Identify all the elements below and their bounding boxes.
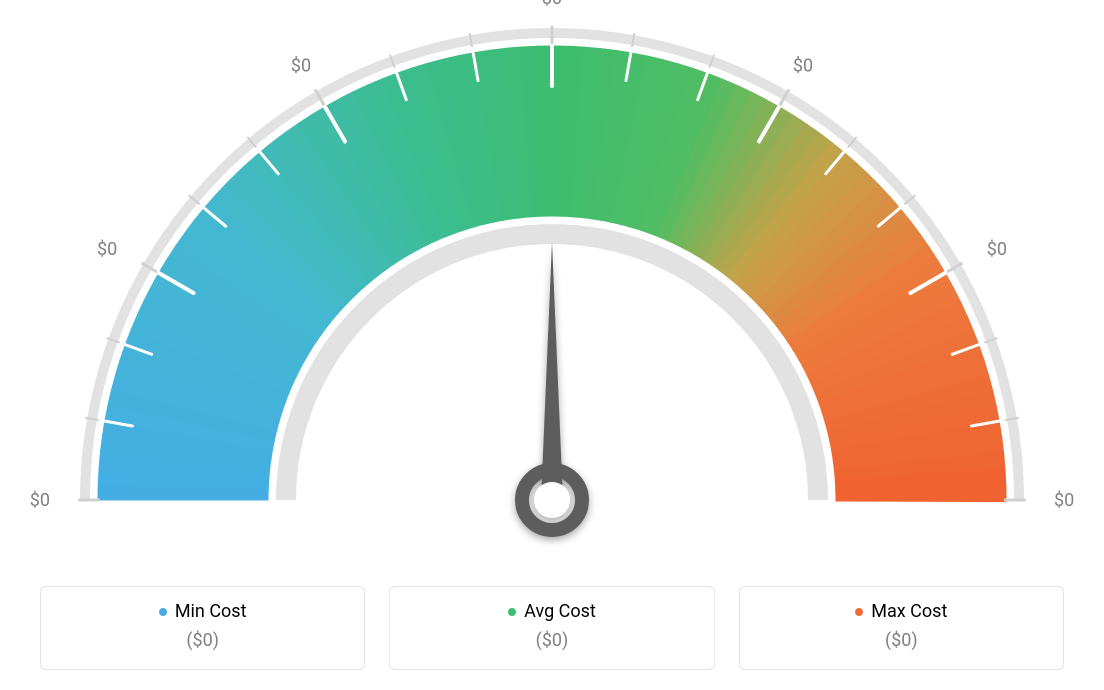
- svg-text:$0: $0: [542, 0, 562, 9]
- gauge-svg: $0 $0 $0 $0 $0 $0 $0: [0, 0, 1104, 560]
- legend-title-avg: Avg Cost: [508, 601, 596, 622]
- legend-title-min: Min Cost: [159, 601, 247, 622]
- legend-row: Min Cost ($0) Avg Cost ($0) Max Cost ($0…: [40, 586, 1064, 671]
- legend-label-min: Min Cost: [175, 601, 247, 622]
- legend-dot-max: [855, 608, 863, 616]
- svg-text:$0: $0: [30, 490, 50, 511]
- legend-dot-avg: [508, 608, 516, 616]
- legend-title-max: Max Cost: [855, 601, 947, 622]
- legend-label-avg: Avg Cost: [524, 601, 596, 622]
- legend-card-avg: Avg Cost ($0): [389, 586, 714, 671]
- legend-label-max: Max Cost: [871, 601, 947, 622]
- legend-value-avg: ($0): [400, 630, 703, 651]
- legend-value-min: ($0): [51, 630, 354, 651]
- svg-text:$0: $0: [291, 55, 311, 76]
- legend-card-max: Max Cost ($0): [739, 586, 1064, 671]
- legend-value-max: ($0): [750, 630, 1053, 651]
- svg-text:$0: $0: [1054, 490, 1074, 511]
- gauge-chart: $0 $0 $0 $0 $0 $0 $0: [0, 0, 1104, 560]
- svg-text:$0: $0: [97, 239, 117, 260]
- legend-card-min: Min Cost ($0): [40, 586, 365, 671]
- cost-gauge-container: $0 $0 $0 $0 $0 $0 $0 Min Cost ($0) Avg Cost ($…: [0, 0, 1104, 690]
- svg-text:$0: $0: [793, 55, 813, 76]
- legend-dot-min: [159, 608, 167, 616]
- svg-text:$0: $0: [987, 239, 1007, 260]
